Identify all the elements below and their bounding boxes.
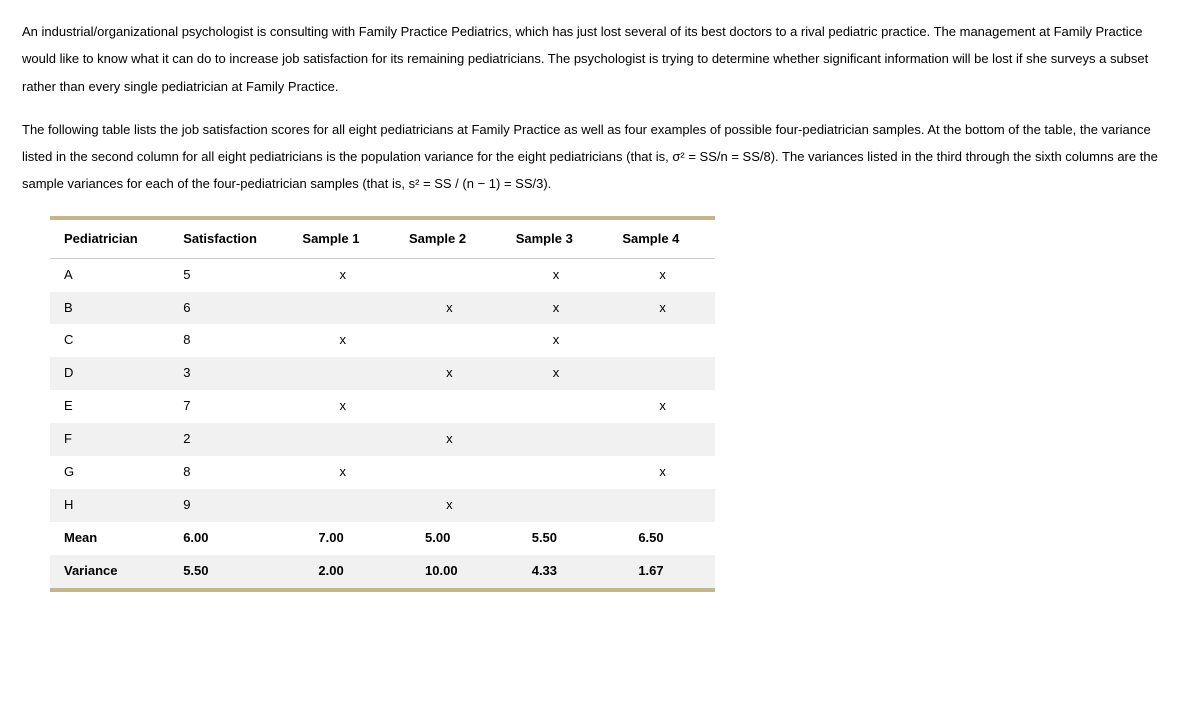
summary-row-variance: Variance5.502.0010.004.331.67	[50, 555, 715, 588]
cell-pediatrician: F	[50, 423, 169, 456]
cell-sample-3	[502, 390, 609, 423]
cell-sample-3: x	[502, 258, 609, 291]
cell-sample-4	[608, 423, 715, 456]
cell-sample-2	[395, 258, 502, 291]
cell-satisfaction: 8	[169, 324, 288, 357]
cell-satisfaction: 9	[169, 489, 288, 522]
cell-pediatrician: D	[50, 357, 169, 390]
cell-satisfaction: 6	[169, 292, 288, 325]
cell-sample-4	[608, 324, 715, 357]
cell-sample-3	[502, 456, 609, 489]
cell-sample-2: x	[395, 292, 502, 325]
cell-satisfaction: 3	[169, 357, 288, 390]
cell-pediatrician: C	[50, 324, 169, 357]
table-row: D3 xx	[50, 357, 715, 390]
table-row: C8xx	[50, 324, 715, 357]
cell-sample-1: x	[288, 258, 395, 291]
header-sample-2: Sample 2	[395, 220, 502, 258]
table-row: F2 x	[50, 423, 715, 456]
summary-sample-3: 5.50	[502, 522, 609, 555]
cell-sample-2	[395, 456, 502, 489]
table-row: G8xx	[50, 456, 715, 489]
summary-row-mean: Mean6.007.005.005.506.50	[50, 522, 715, 555]
table-row: A5xxx	[50, 258, 715, 291]
cell-sample-1	[288, 423, 395, 456]
satisfaction-table: Pediatrician Satisfaction Sample 1 Sampl…	[50, 220, 715, 588]
table-header-row: Pediatrician Satisfaction Sample 1 Sampl…	[50, 220, 715, 258]
summary-satisfaction: 5.50	[169, 555, 288, 588]
cell-sample-2: x	[395, 423, 502, 456]
summary-sample-4: 1.67	[608, 555, 715, 588]
cell-sample-2	[395, 390, 502, 423]
cell-sample-1: x	[288, 390, 395, 423]
cell-satisfaction: 8	[169, 456, 288, 489]
cell-pediatrician: B	[50, 292, 169, 325]
summary-label: Variance	[50, 555, 169, 588]
header-pediatrician: Pediatrician	[50, 220, 169, 258]
cell-sample-4: x	[608, 390, 715, 423]
table-row: H9 x	[50, 489, 715, 522]
summary-sample-2: 5.00	[395, 522, 502, 555]
cell-satisfaction: 2	[169, 423, 288, 456]
summary-sample-1: 7.00	[288, 522, 395, 555]
summary-sample-4: 6.50	[608, 522, 715, 555]
intro-paragraph-2: The following table lists the job satisf…	[22, 116, 1175, 198]
cell-sample-3	[502, 489, 609, 522]
cell-sample-1	[288, 357, 395, 390]
cell-sample-3	[502, 423, 609, 456]
header-satisfaction: Satisfaction	[169, 220, 288, 258]
summary-satisfaction: 6.00	[169, 522, 288, 555]
header-sample-4: Sample 4	[608, 220, 715, 258]
cell-satisfaction: 7	[169, 390, 288, 423]
cell-sample-3: x	[502, 292, 609, 325]
cell-sample-4	[608, 357, 715, 390]
table-row: B6xxx	[50, 292, 715, 325]
cell-pediatrician: E	[50, 390, 169, 423]
cell-sample-3: x	[502, 324, 609, 357]
cell-sample-4: x	[608, 258, 715, 291]
cell-sample-1: x	[288, 324, 395, 357]
summary-label: Mean	[50, 522, 169, 555]
cell-pediatrician: A	[50, 258, 169, 291]
summary-sample-3: 4.33	[502, 555, 609, 588]
cell-sample-3: x	[502, 357, 609, 390]
cell-pediatrician: H	[50, 489, 169, 522]
cell-satisfaction: 5	[169, 258, 288, 291]
header-sample-1: Sample 1	[288, 220, 395, 258]
summary-sample-2: 10.00	[395, 555, 502, 588]
cell-sample-1	[288, 489, 395, 522]
cell-sample-2	[395, 324, 502, 357]
table-bottom-rule	[50, 588, 715, 592]
cell-sample-4	[608, 489, 715, 522]
intro-paragraph-1: An industrial/organizational psychologis…	[22, 18, 1175, 100]
cell-sample-2: x	[395, 489, 502, 522]
header-sample-3: Sample 3	[502, 220, 609, 258]
data-table-container: Pediatrician Satisfaction Sample 1 Sampl…	[50, 216, 715, 592]
cell-sample-4: x	[608, 292, 715, 325]
summary-sample-1: 2.00	[288, 555, 395, 588]
cell-pediatrician: G	[50, 456, 169, 489]
cell-sample-4: x	[608, 456, 715, 489]
cell-sample-2: x	[395, 357, 502, 390]
table-row: E7xx	[50, 390, 715, 423]
cell-sample-1: x	[288, 456, 395, 489]
cell-sample-1	[288, 292, 395, 325]
